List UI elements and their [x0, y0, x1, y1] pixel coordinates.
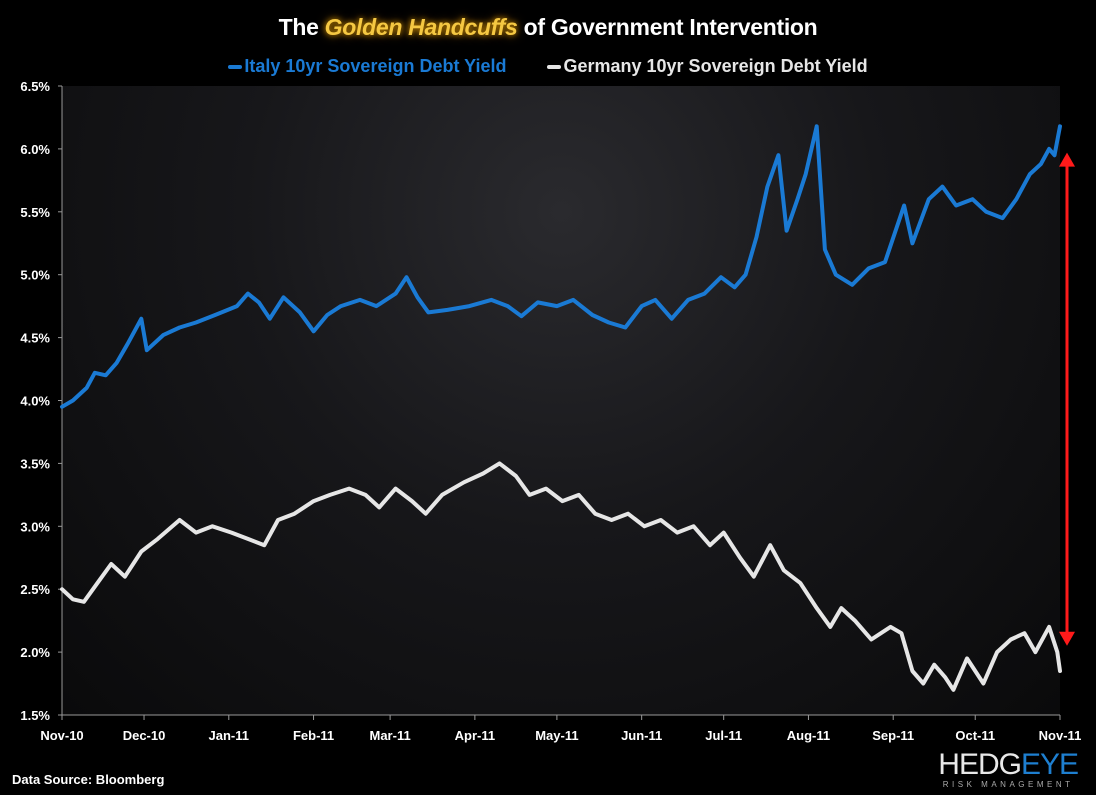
logo-wordmark: HEDGEYE	[938, 748, 1079, 781]
y-tick-label: 5.5%	[20, 205, 50, 220]
x-tick-label: Sep-11	[872, 728, 914, 743]
y-tick-label: 2.0%	[20, 645, 50, 660]
x-tick-label: Aug-11	[787, 728, 830, 743]
y-tick-label: 2.5%	[20, 582, 50, 597]
legend-swatch-italy	[228, 65, 243, 70]
legend: Italy 10yr Sovereign Debt Yield Germany …	[0, 56, 1096, 77]
x-tick-label: Apr-11	[455, 728, 495, 743]
y-tick-label: 4.0%	[20, 394, 50, 409]
title-part-tail: of Government Intervention	[517, 14, 818, 40]
x-tick-label: Mar-11	[370, 728, 411, 743]
legend-item-germany: Germany 10yr Sovereign Debt Yield	[547, 56, 868, 77]
logo-tagline: RISK MANAGEMENT	[942, 780, 1074, 789]
x-tick-label: Dec-10	[123, 728, 166, 743]
germany-yield-line	[60, 461, 1062, 692]
data-source: Data Source: Bloomberg	[12, 772, 165, 787]
x-tick-label: Jan-11	[209, 728, 249, 743]
logo-wordmark-hedg: HEDG	[938, 748, 1022, 781]
legend-item-italy: Italy 10yr Sovereign Debt Yield	[228, 56, 506, 77]
y-tick-label: 3.0%	[20, 519, 50, 534]
x-tick-label: May-11	[535, 728, 578, 743]
spread-arrow-head-top	[1059, 152, 1075, 167]
plot-background-image	[62, 86, 1060, 715]
y-tick-label: 5.0%	[20, 268, 50, 283]
x-tick-label: Oct-11	[955, 728, 995, 743]
y-tick-label: 3.5%	[20, 456, 50, 471]
x-tick-label: Nov-10	[40, 728, 83, 743]
y-tick-label: 1.5%	[20, 708, 50, 723]
x-tick-label: Jul-11	[705, 728, 742, 743]
title-highlight: Golden Handcuffs	[324, 14, 518, 40]
italy-yield-line	[60, 124, 1062, 409]
chart-title: The Golden Handcuffs of Government Inter…	[0, 14, 1096, 41]
legend-label-germany: Germany 10yr Sovereign Debt Yield	[563, 56, 868, 76]
y-tick-label: 6.0%	[20, 142, 50, 157]
x-tick-label: Jun-11	[621, 728, 662, 743]
y-tick-label: 4.5%	[20, 331, 50, 346]
spread-arrow-head-bottom	[1059, 631, 1075, 646]
x-tick-label: Feb-11	[293, 728, 334, 743]
legend-swatch-germany	[547, 65, 562, 70]
y-tick-label: 6.5%	[20, 79, 50, 94]
hedgeye-logo: HEDGEYE RISK MANAGEMENT	[938, 748, 1079, 790]
logo-wordmark-eye: EYE	[1020, 748, 1079, 781]
x-tick-label: Nov-11	[1039, 728, 1082, 743]
title-part-lead: The	[278, 14, 325, 40]
legend-label-italy: Italy 10yr Sovereign Debt Yield	[244, 56, 507, 76]
